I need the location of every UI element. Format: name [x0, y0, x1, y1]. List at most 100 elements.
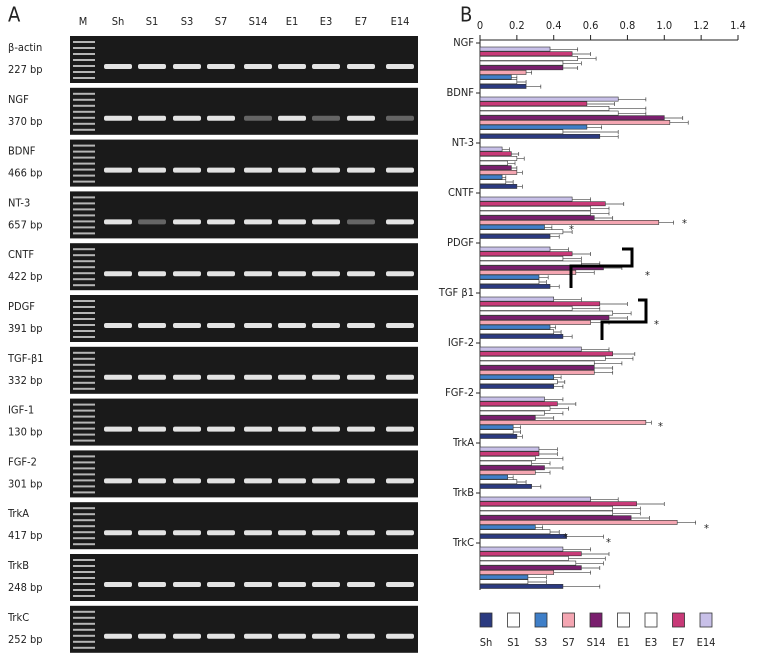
- bar: [479, 479, 518, 485]
- error-bar: [581, 347, 610, 352]
- band: [207, 478, 235, 484]
- band: [312, 426, 340, 432]
- error-bar: [568, 556, 606, 561]
- error-bar: [553, 375, 562, 380]
- error-bar: [618, 111, 647, 116]
- ladder-band: [73, 409, 95, 412]
- bracket: [569, 247, 634, 288]
- gel: [70, 87, 418, 135]
- bar: [479, 446, 540, 452]
- bar: [479, 251, 573, 257]
- ladder-band: [73, 467, 95, 470]
- error-bar: [566, 534, 604, 539]
- legend-label: E14: [697, 636, 716, 649]
- bar: [479, 360, 595, 366]
- size-label: 130 bp: [8, 426, 43, 439]
- error-bar: [550, 234, 560, 239]
- error-bar: [590, 206, 610, 211]
- band: [312, 167, 340, 173]
- bar: [479, 301, 601, 307]
- band: [278, 219, 306, 225]
- ladder-band: [73, 248, 95, 251]
- error-bar: [538, 275, 549, 280]
- error-bar: [511, 152, 520, 156]
- size-label: 391 bp: [8, 322, 43, 335]
- ladder-band: [73, 208, 95, 211]
- band: [104, 582, 132, 587]
- bar: [479, 70, 527, 75]
- gene-label: TrkA: [7, 507, 29, 520]
- error-bar: [513, 425, 521, 430]
- ladder-band: [73, 479, 95, 482]
- band: [386, 64, 414, 69]
- bar: [479, 424, 514, 430]
- band: [173, 219, 201, 225]
- bar: [479, 160, 508, 166]
- band: [312, 323, 340, 328]
- bar: [479, 74, 512, 80]
- size-label: 248 bp: [8, 581, 43, 594]
- bar: [479, 156, 518, 161]
- error-bar: [562, 256, 582, 261]
- ladder-band: [73, 485, 95, 488]
- band: [278, 271, 306, 277]
- band: [312, 219, 340, 225]
- error-bar: [526, 70, 532, 75]
- bar: [479, 356, 606, 361]
- bar: [479, 215, 595, 221]
- significance: *: [704, 522, 709, 535]
- ladder-band: [73, 507, 95, 510]
- error-bar: [544, 225, 553, 230]
- error-bar: [562, 584, 601, 589]
- band: [207, 64, 235, 69]
- error-bar: [562, 230, 573, 234]
- band: [244, 323, 272, 328]
- lane-label: S14: [249, 15, 268, 28]
- band: [138, 426, 166, 432]
- error-bar: [612, 506, 641, 511]
- bar: [479, 470, 536, 475]
- band: [138, 478, 166, 484]
- size-label: 332 bp: [8, 374, 43, 387]
- band: [207, 323, 235, 328]
- ladder-band: [73, 403, 95, 406]
- ladder-band: [73, 381, 95, 384]
- bar: [479, 379, 558, 385]
- gel: [70, 605, 418, 653]
- ladder-band: [73, 336, 95, 338]
- bar: [479, 315, 610, 321]
- ladder-band: [73, 519, 95, 522]
- error-bar: [516, 434, 523, 439]
- bar: [479, 351, 613, 357]
- error-bar: [605, 202, 625, 206]
- bar: [479, 584, 564, 589]
- bar: [479, 101, 588, 107]
- ladder-band: [73, 168, 95, 171]
- bar: [479, 134, 601, 139]
- bar: [479, 279, 540, 285]
- ladder-band: [73, 162, 95, 165]
- band: [312, 271, 340, 277]
- error-bar: [572, 306, 601, 311]
- lane-label: E3: [320, 15, 333, 28]
- lane-label: M: [79, 15, 88, 28]
- bar: [479, 129, 564, 135]
- lane-label: S7: [215, 15, 228, 28]
- ladder-band: [73, 260, 95, 263]
- ladder-band: [73, 559, 95, 561]
- ladder-band: [73, 144, 95, 147]
- error-bar: [645, 420, 652, 425]
- gel: [70, 554, 418, 601]
- band: [207, 582, 235, 587]
- ladder-band: [73, 122, 95, 125]
- panel-label: A: [8, 3, 21, 27]
- error-bar: [586, 125, 602, 130]
- gene-label: TrkC: [7, 611, 29, 624]
- gene-label: NGF: [8, 93, 29, 106]
- ladder-band: [73, 571, 95, 573]
- band: [244, 219, 272, 225]
- band: [138, 64, 166, 69]
- bar: [479, 174, 503, 180]
- bar: [479, 206, 591, 211]
- bar: [479, 546, 564, 552]
